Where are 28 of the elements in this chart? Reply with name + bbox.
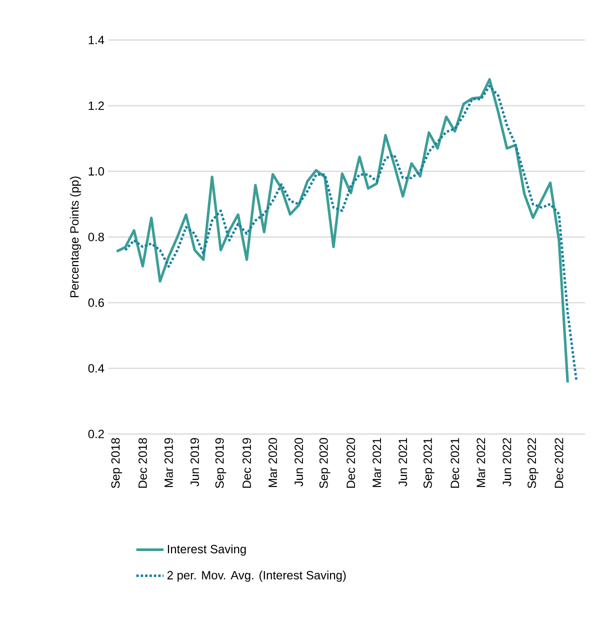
x-tick-label: Jun 2022: [502, 438, 512, 487]
x-tick-label: Mar 2022: [476, 438, 486, 488]
x-tick-label: Sep 2020: [319, 438, 330, 488]
y-tick-label: 1.4: [88, 36, 104, 44]
x-tick-label: Jun 2019: [190, 438, 199, 487]
x-tick-label: Dec 2022: [554, 438, 564, 488]
legend-label: Interest Saving: [168, 544, 246, 556]
x-tick-label: Dec 2018: [138, 438, 147, 488]
y-tick-label: 1.2: [88, 101, 104, 110]
x-tick-label: Sep 2019: [215, 438, 226, 488]
y-axis-title: Percentage Points (pp): [70, 176, 82, 298]
y-tick-label: 1.0: [88, 167, 104, 176]
y-tick-label: 0.6: [88, 298, 104, 307]
x-tick-label: Sep 2018: [111, 438, 122, 488]
y-tick-label: 0.4: [88, 364, 104, 373]
x-tick-label: Sep 2021: [423, 438, 434, 488]
x-tick-label: Dec 2020: [346, 438, 356, 488]
x-tick-label: Jun 2021: [398, 438, 408, 487]
x-tick-label: Mar 2019: [164, 438, 173, 488]
y-tick-label: 0.8: [88, 232, 104, 242]
x-tick-label: Mar 2021: [372, 438, 382, 488]
x-tick-label: Dec 2019: [242, 438, 251, 488]
x-tick-label: Jun 2020: [294, 438, 304, 487]
x-tick-label: Sep 2022: [528, 438, 538, 488]
x-tick-label: Mar 2020: [268, 438, 278, 488]
x-tick-label: Dec 2021: [450, 438, 460, 488]
y-tick-label: 0.2: [88, 430, 104, 438]
legend-label: 2 per. Mov. Avg. (Interest Saving): [167, 570, 346, 582]
